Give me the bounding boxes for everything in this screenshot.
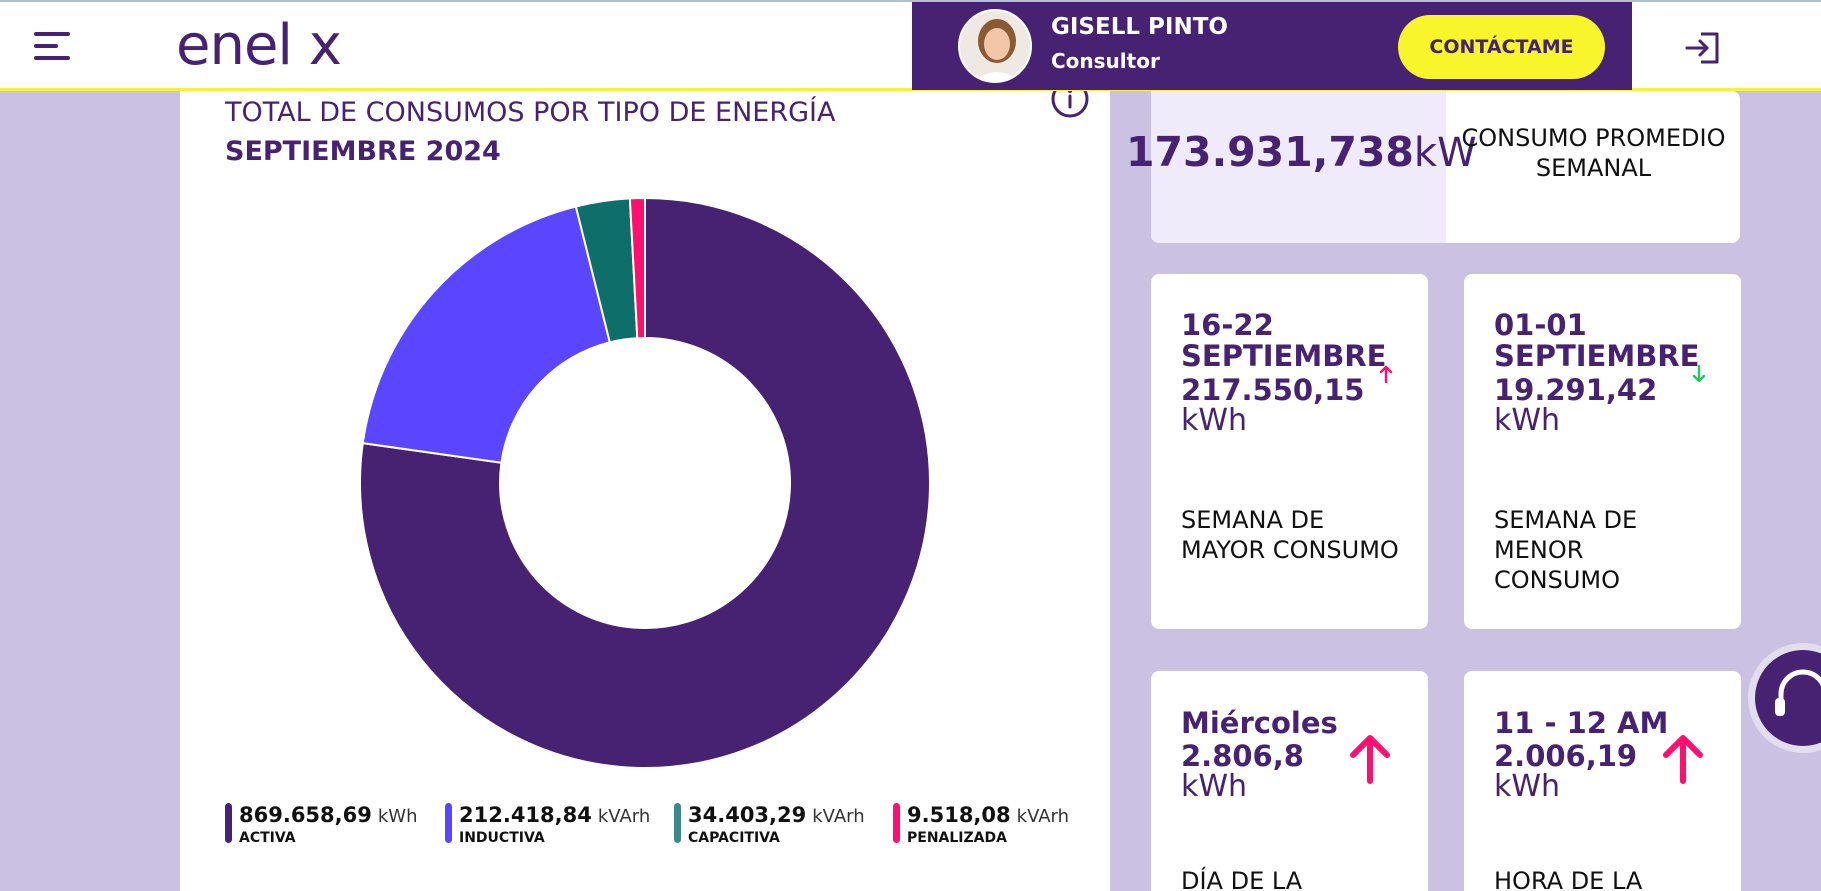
- arrow-up-icon: [1663, 735, 1703, 784]
- lowest-week-card: 01-01 SEPTIEMBRE 19.291,42 kWh SEMANA DE…: [1464, 274, 1741, 629]
- legend-swatch-activa: [225, 803, 232, 843]
- average-value-panel: [1151, 91, 1446, 243]
- metric-unit: kWh: [1181, 769, 1248, 804]
- legend-value-activa: 869.658,69 kWh: [239, 803, 418, 827]
- legend-value-capacitiva: 34.403,29 kVArh: [688, 803, 865, 827]
- week-value: 217.550,15: [1181, 373, 1365, 407]
- week-value: 19.291,42: [1494, 373, 1658, 407]
- legend-label-activa: ACTIVA: [239, 830, 296, 846]
- metric-title: Miércoles: [1181, 706, 1338, 740]
- metric-title: 11 - 12 AM: [1494, 706, 1669, 740]
- consultant-panel: GISELL PINTO Consultor CONTÁCTAME: [912, 2, 1632, 90]
- arrow-up-icon: [1379, 365, 1393, 384]
- average-value: 173.931,738kW: [1126, 128, 1477, 176]
- hamburger-menu-icon[interactable]: [34, 32, 72, 64]
- chart-subtitle: SEPTIEMBRE 2024: [225, 136, 501, 167]
- week-unit: kWh: [1494, 403, 1561, 438]
- legend-value-penalizada: 9.518,08 kVArh: [907, 803, 1070, 827]
- metric-value: 2.006,19: [1494, 739, 1638, 773]
- highest-week-card: 16-22 SEPTIEMBRE 217.550,15 kWh SEMANA D…: [1151, 274, 1428, 629]
- headset-icon[interactable]: [1748, 643, 1821, 753]
- donut-chart: [360, 198, 930, 768]
- peak-hour-card: 11 - 12 AM 2.006,19 kWh HORA DE LA: [1464, 671, 1741, 891]
- metric-value: 2.806,8: [1181, 739, 1304, 773]
- legend-value-inductiva: 212.418,84 kVArh: [459, 803, 651, 827]
- legend-swatch-penalizada: [893, 803, 900, 843]
- metric-unit: kWh: [1494, 769, 1561, 804]
- week-title: 16-22 SEPTIEMBRE: [1181, 308, 1387, 373]
- legend-label-penalizada: PENALIZADA: [907, 830, 1007, 846]
- legend-label-inductiva: INDUCTIVA: [459, 830, 545, 846]
- peak-day-card: Miércoles 2.806,8 kWh DÍA DE LA: [1151, 671, 1428, 891]
- enel-x-logo[interactable]: enel x: [176, 13, 342, 78]
- consultant-avatar: [958, 9, 1032, 83]
- donut-slice-inductiva[interactable]: [361, 205, 612, 464]
- consultant-role: Consultor: [1051, 49, 1160, 73]
- metric-label: DÍA DE LA: [1181, 867, 1303, 891]
- logout-icon[interactable]: [1683, 28, 1723, 68]
- donut-slice-penalizada[interactable]: [628, 198, 646, 340]
- contact-button[interactable]: CONTÁCTAME: [1398, 15, 1605, 79]
- consultant-name: GISELL PINTO: [1051, 14, 1228, 40]
- metric-label: HORA DE LA: [1494, 867, 1643, 891]
- chart-title: TOTAL DE CONSUMOS POR TIPO DE ENERGÍA: [225, 97, 836, 128]
- week-title: 01-01 SEPTIEMBRE: [1494, 308, 1700, 373]
- average-consumption-card: 173.931,738kW CONSUMO PROMEDIO SEMANAL: [1126, 91, 1740, 243]
- consumption-chart-card: TOTAL DE CONSUMOS POR TIPO DE ENERGÍA SE…: [180, 80, 1110, 891]
- donut-slice-activa[interactable]: [360, 198, 930, 768]
- legend-swatch-inductiva: [445, 803, 452, 843]
- week-label: SEMANA DE MENOR CONSUMO: [1494, 506, 1638, 594]
- legend-label-capacitiva: CAPACITIVA: [688, 830, 780, 846]
- legend-swatch-capacitiva: [674, 803, 681, 843]
- average-label: CONSUMO PROMEDIO SEMANAL: [1461, 124, 1726, 182]
- top-header: enel x GISELL PINTO Consultor CONTÁCTAME: [0, 0, 1821, 91]
- week-unit: kWh: [1181, 403, 1248, 438]
- week-label: SEMANA DE MAYOR CONSUMO: [1181, 506, 1399, 564]
- arrow-up-icon: [1350, 735, 1390, 784]
- arrow-down-icon: [1692, 364, 1706, 383]
